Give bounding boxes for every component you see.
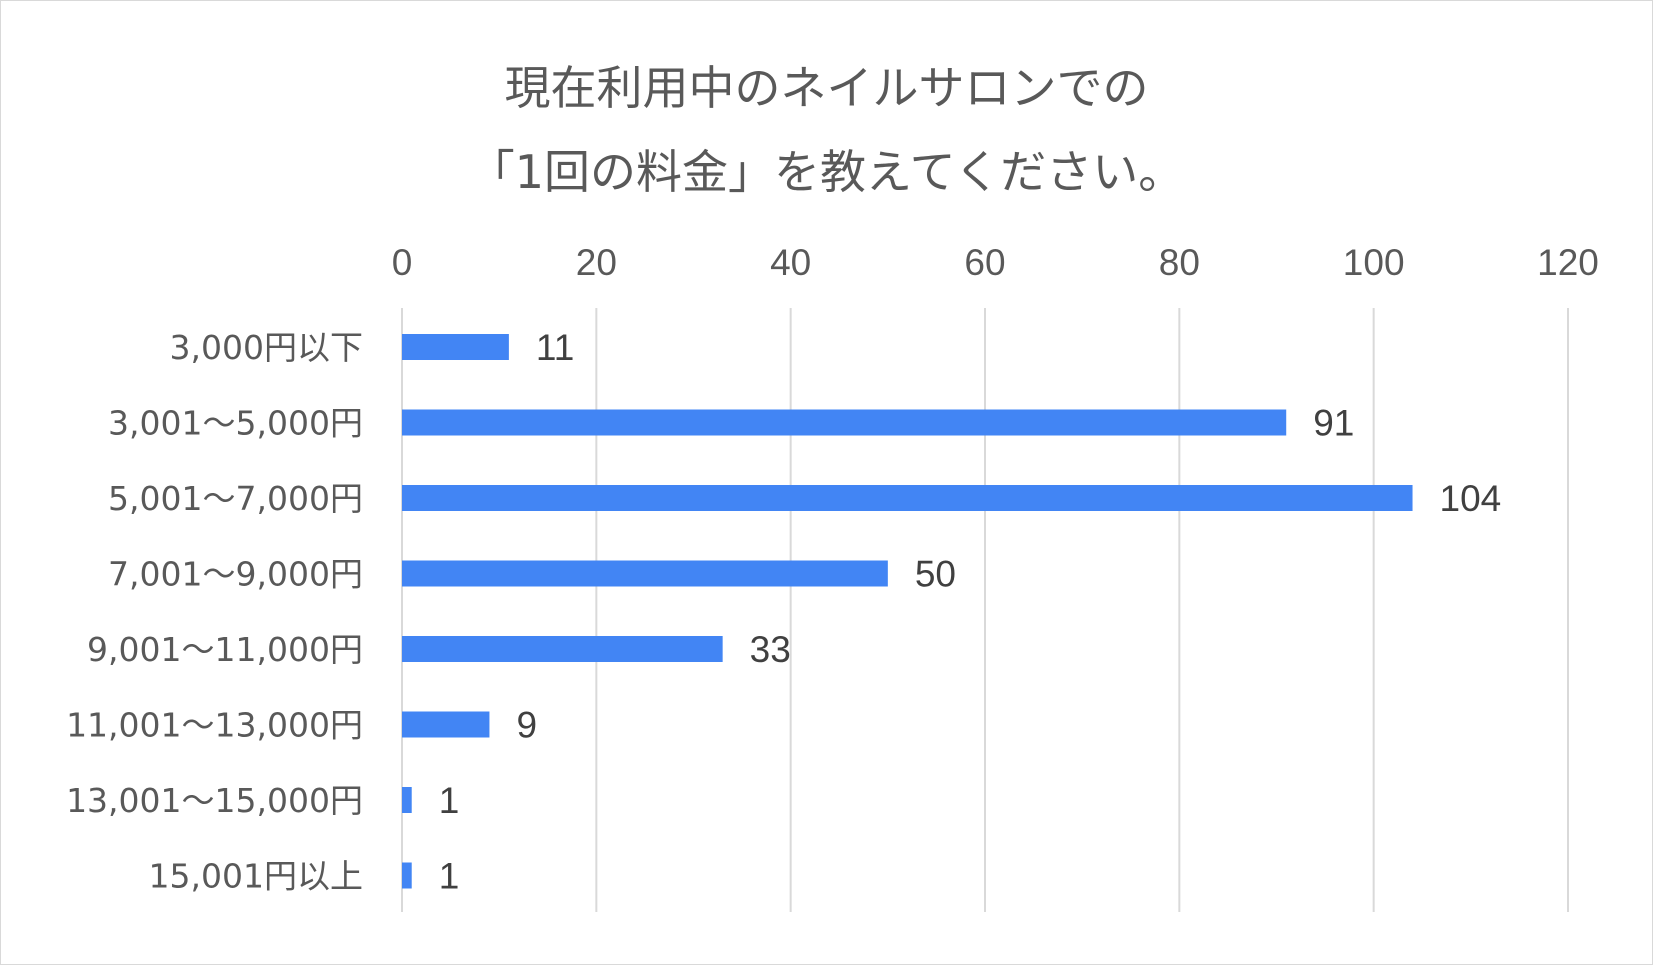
x-tick-label: 0: [392, 242, 413, 283]
data-label: 91: [1313, 403, 1354, 444]
category-label: 13,001～15,000円: [66, 781, 363, 820]
bar: [402, 787, 412, 813]
category-label: 7,001～9,000円: [108, 555, 363, 594]
chart-title-line-1: 現在利用中のネイルサロンでの: [504, 61, 1149, 115]
x-tick-label: 40: [770, 242, 811, 283]
category-label: 3,000円以下: [170, 328, 363, 367]
data-label: 1: [439, 856, 460, 897]
x-axis-ticks: 0 20 40 60 80 100 120: [392, 242, 1599, 283]
bar: [402, 485, 1413, 511]
x-tick-label: 60: [964, 242, 1005, 283]
data-label: 1: [439, 780, 460, 821]
x-tick-label: 80: [1159, 242, 1200, 283]
category-label: 15,001円以上: [149, 857, 363, 896]
category-label: 3,001～5,000円: [108, 404, 363, 443]
category-label: 9,001～11,000円: [87, 630, 363, 669]
bar: [402, 560, 888, 587]
gridlines: [401, 308, 1569, 912]
bar: [402, 636, 723, 662]
category-label: 11,001～13,000円: [66, 706, 363, 745]
bar: [402, 862, 412, 889]
x-tick-label: 20: [576, 242, 617, 283]
category-labels: 3,000円以下 3,001～5,000円 5,001～7,000円 7,001～9,…: [66, 328, 363, 896]
data-label: 50: [915, 554, 956, 595]
bar: [402, 409, 1287, 436]
data-label: 33: [750, 629, 791, 670]
x-tick-label: 120: [1537, 242, 1599, 283]
chart-title-line-2: 「1回の料金」を教えてください。: [468, 145, 1185, 199]
bar: [402, 711, 490, 738]
data-label: 11: [536, 327, 574, 368]
category-label: 5,001～7,000円: [108, 479, 363, 518]
data-label: 104: [1440, 478, 1502, 519]
bar: [402, 334, 509, 360]
x-tick-label: 100: [1343, 242, 1405, 283]
chart-title: 現在利用中のネイルサロンでの 「1回の料金」を教えてください。: [0, 46, 1653, 214]
bars: [402, 334, 1413, 889]
data-label: 9: [516, 705, 537, 746]
